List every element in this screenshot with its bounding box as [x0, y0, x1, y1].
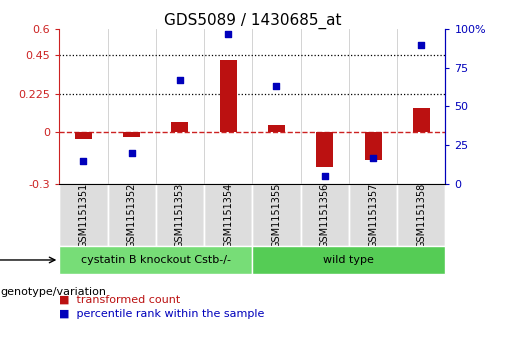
Text: GSM1151352: GSM1151352 — [127, 182, 136, 248]
Point — [79, 158, 88, 164]
Bar — [301, 184, 349, 246]
Bar — [156, 184, 204, 246]
Bar — [252, 246, 445, 274]
Text: GSM1151357: GSM1151357 — [368, 182, 378, 248]
Bar — [59, 184, 108, 246]
Bar — [204, 184, 252, 246]
Bar — [252, 184, 301, 246]
Bar — [268, 126, 285, 132]
Bar — [59, 246, 252, 274]
Text: GSM1151354: GSM1151354 — [223, 182, 233, 248]
Text: GSM1151358: GSM1151358 — [416, 182, 426, 248]
Bar — [171, 122, 188, 132]
Bar — [123, 132, 140, 138]
Bar — [220, 60, 237, 132]
Text: GSM1151356: GSM1151356 — [320, 182, 330, 248]
Text: cystatin B knockout Cstb-/-: cystatin B knockout Cstb-/- — [81, 255, 231, 265]
Point — [224, 31, 232, 37]
Bar — [349, 184, 397, 246]
Point — [417, 42, 425, 48]
Text: GSM1151351: GSM1151351 — [78, 182, 89, 248]
Text: ■  transformed count: ■ transformed count — [59, 294, 180, 305]
Text: ■  percentile rank within the sample: ■ percentile rank within the sample — [59, 309, 265, 319]
Bar — [108, 184, 156, 246]
Text: genotype/variation: genotype/variation — [0, 287, 106, 297]
Text: GSM1151353: GSM1151353 — [175, 182, 185, 248]
Point — [369, 155, 377, 160]
Text: wild type: wild type — [323, 255, 374, 265]
Title: GDS5089 / 1430685_at: GDS5089 / 1430685_at — [164, 13, 341, 29]
Point — [321, 173, 329, 179]
Point — [176, 77, 184, 83]
Point — [128, 150, 136, 156]
Bar — [75, 132, 92, 139]
Point — [272, 83, 281, 89]
Bar — [316, 132, 333, 167]
Bar — [397, 184, 445, 246]
Bar — [365, 132, 382, 160]
Bar — [413, 108, 430, 132]
Text: GSM1151355: GSM1151355 — [271, 182, 282, 248]
